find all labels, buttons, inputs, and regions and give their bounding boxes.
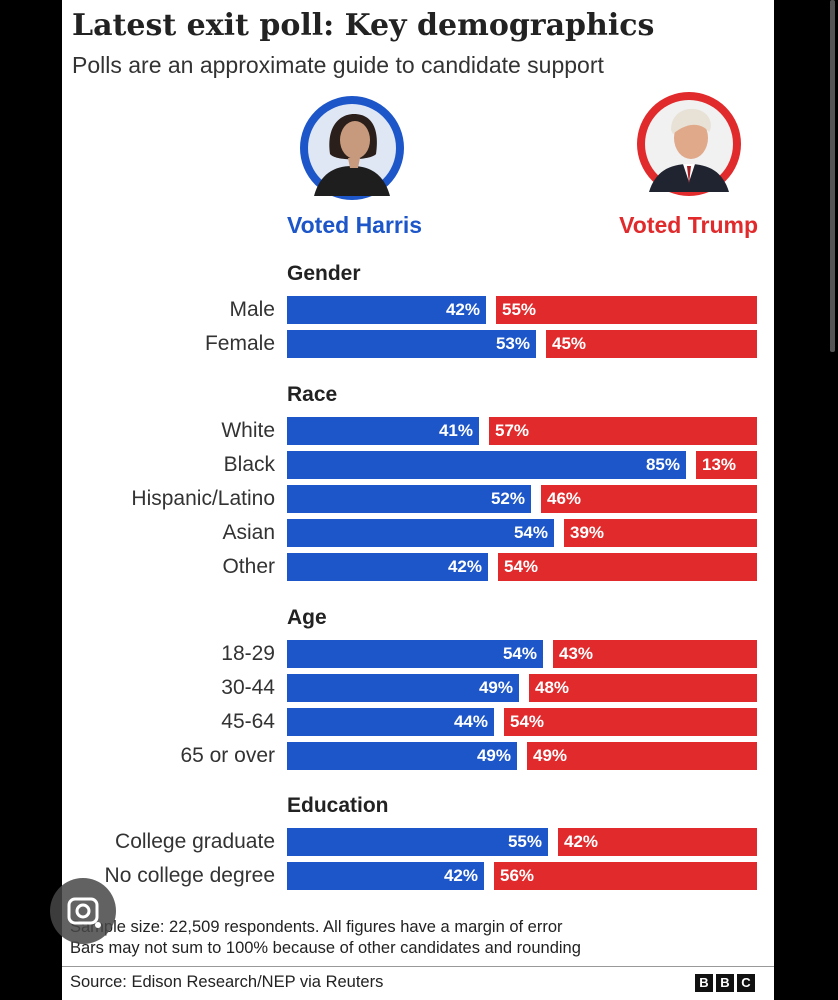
harris-bar: 49%: [287, 674, 519, 702]
row-label: College graduate: [115, 830, 275, 853]
chart-card: Latest exit poll: Key demographics Polls…: [62, 0, 774, 1000]
harris-bar: 42%: [287, 296, 486, 324]
trump-bar: 42%: [558, 828, 757, 856]
trump-bar: 43%: [553, 640, 757, 668]
bbc-logo: B B C: [695, 974, 755, 992]
harris-bar: 54%: [287, 519, 554, 547]
trump-bar: 49%: [527, 742, 757, 770]
category-heading: Education: [287, 794, 389, 817]
trump-bar: 57%: [489, 417, 757, 445]
legend-harris: Voted Harris: [287, 212, 422, 239]
harris-bar: 44%: [287, 708, 494, 736]
harris-bar: 52%: [287, 485, 531, 513]
row-label: 30-44: [221, 676, 275, 699]
harris-bar: 53%: [287, 330, 536, 358]
row-label: Asian: [222, 521, 275, 544]
row-label: Other: [222, 555, 275, 578]
bbc-logo-letter: B: [695, 974, 713, 992]
row-label: White: [221, 419, 275, 442]
harris-bar: 42%: [287, 862, 484, 890]
harris-bar: 41%: [287, 417, 479, 445]
trump-bar: 46%: [541, 485, 757, 513]
category-heading: Age: [287, 606, 327, 629]
row-label: 65 or over: [180, 744, 275, 767]
row-label: 18-29: [221, 642, 275, 665]
row-label: Black: [223, 453, 275, 476]
bbc-logo-letter: C: [737, 974, 755, 992]
trump-bar: 39%: [564, 519, 757, 547]
footer-divider: [62, 966, 774, 967]
harris-bar: 49%: [287, 742, 517, 770]
harris-bar: 85%: [287, 451, 686, 479]
sample-size-note: Sample size: 22,509 respondents. All fig…: [70, 918, 563, 936]
trump-portrait-icon: [637, 92, 741, 196]
harris-portrait-icon: [300, 96, 404, 200]
trump-bar: 48%: [529, 674, 757, 702]
trump-bar: 56%: [494, 862, 757, 890]
legend-trump-label: Voted Trump: [619, 212, 758, 238]
row-label: Male: [229, 298, 275, 321]
row-label: Hispanic/Latino: [131, 487, 275, 510]
row-label: No college degree: [104, 864, 275, 887]
source-credit: Source: Edison Research/NEP via Reuters: [70, 973, 384, 991]
harris-bar: 54%: [287, 640, 543, 668]
legend-harris-label: Voted Harris: [287, 212, 423, 238]
legend-trump: Voted Trump: [619, 212, 758, 239]
row-label: Female: [204, 332, 275, 355]
category-heading: Race: [287, 383, 338, 406]
scrollbar[interactable]: [830, 0, 835, 352]
trump-bar: 45%: [546, 330, 757, 358]
bbc-logo-letter: B: [716, 974, 734, 992]
camera-lens-icon[interactable]: [50, 878, 116, 944]
trump-bar: 54%: [498, 553, 757, 581]
harris-bar: 42%: [287, 553, 488, 581]
rounding-note: Bars may not sum to 100% because of othe…: [70, 939, 581, 957]
category-heading: Gender: [287, 262, 361, 285]
trump-bar: 55%: [496, 296, 757, 324]
trump-bar: 54%: [504, 708, 757, 736]
trump-bar: 13%: [696, 451, 757, 479]
harris-bar: 55%: [287, 828, 548, 856]
chart-subtitle: Polls are an approximate guide to candid…: [72, 52, 604, 78]
row-label: 45-64: [221, 710, 275, 733]
chart-title: Latest exit poll: Key demographics: [72, 8, 655, 43]
